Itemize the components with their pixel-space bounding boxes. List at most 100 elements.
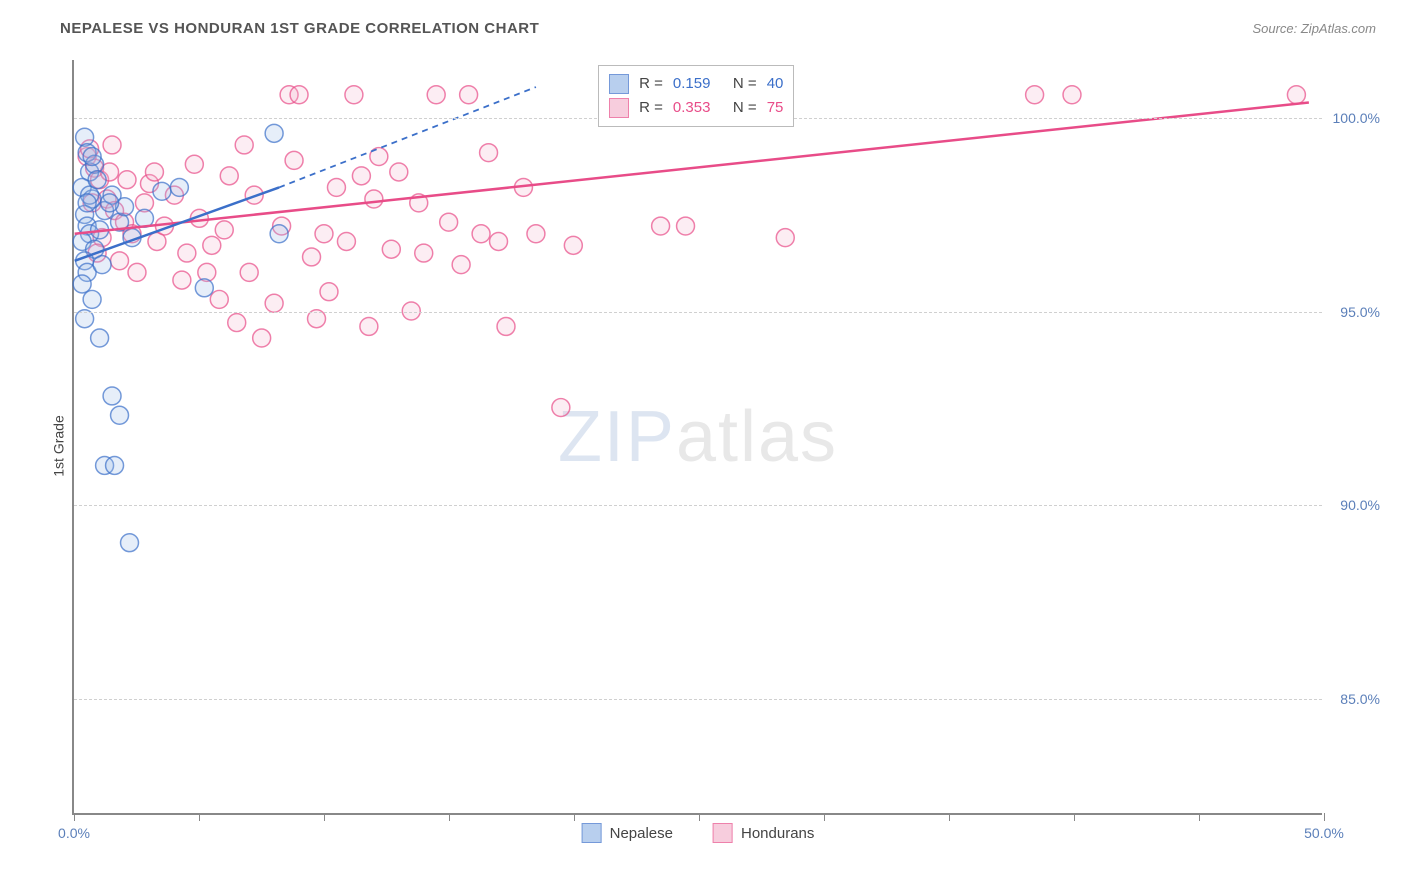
- hondurans-point: [552, 399, 570, 417]
- r-value: 0.353: [673, 96, 723, 120]
- legend-label: Nepalese: [610, 825, 673, 842]
- hondurans-point: [352, 167, 370, 185]
- nepalese-point: [93, 256, 111, 274]
- hondurans-point: [776, 229, 794, 247]
- source-attribution: Source: ZipAtlas.com: [1252, 21, 1376, 36]
- x-tick: [699, 813, 700, 821]
- hondurans-point: [285, 151, 303, 169]
- hondurans-point: [235, 136, 253, 154]
- x-tick: [449, 813, 450, 821]
- hondurans-point: [365, 190, 383, 208]
- hondurans-point: [1287, 86, 1305, 104]
- hondurans-point: [652, 217, 670, 235]
- n-label: N =: [733, 96, 757, 120]
- x-tick: [199, 813, 200, 821]
- y-tick-label: 100.0%: [1333, 110, 1380, 126]
- source-label: Source:: [1252, 21, 1300, 36]
- hondurans-point: [128, 263, 146, 281]
- n-value: 40: [767, 72, 784, 96]
- y-tick-label: 95.0%: [1340, 304, 1380, 320]
- chart-container: NEPALESE VS HONDURAN 1ST GRADE CORRELATI…: [20, 20, 1386, 872]
- nepalese-point: [88, 171, 106, 189]
- legend-item: Hondurans: [713, 823, 814, 843]
- hondurans-point: [490, 233, 508, 251]
- source-name: ZipAtlas.com: [1301, 21, 1376, 36]
- hondurans-point: [290, 86, 308, 104]
- legend-swatch: [582, 823, 602, 843]
- hondurans-point: [564, 236, 582, 254]
- header: NEPALESE VS HONDURAN 1ST GRADE CORRELATI…: [20, 20, 1386, 37]
- nepalese-point: [101, 194, 119, 212]
- hondurans-point: [1026, 86, 1044, 104]
- x-tick: [74, 813, 75, 821]
- hondurans-point: [472, 225, 490, 243]
- hondurans-point: [173, 271, 191, 289]
- hondurans-point: [337, 233, 355, 251]
- nepalese-point: [121, 534, 139, 552]
- hondurans-point: [228, 314, 246, 332]
- hondurans-point: [111, 252, 129, 270]
- hondurans-point: [145, 163, 163, 181]
- nepalese-point: [106, 456, 124, 474]
- nepalese-point: [91, 329, 109, 347]
- hondurans-point: [390, 163, 408, 181]
- r-label: R =: [639, 72, 663, 96]
- hondurans-point: [677, 217, 695, 235]
- n-label: N =: [733, 72, 757, 96]
- hondurans-point: [440, 213, 458, 231]
- gridline: [74, 505, 1322, 506]
- hondurans-point: [103, 136, 121, 154]
- hondurans-point: [265, 294, 283, 312]
- gridline: [74, 312, 1322, 313]
- hondurans-point: [1063, 86, 1081, 104]
- legend-bottom: Nepalese Hondurans: [582, 823, 815, 843]
- x-tick-label: 50.0%: [1304, 825, 1344, 841]
- x-tick: [1074, 813, 1075, 821]
- legend-swatch: [713, 823, 733, 843]
- legend-swatch: [609, 74, 629, 94]
- legend-swatch: [609, 98, 629, 118]
- hondurans-point: [118, 171, 136, 189]
- nepalese-point: [153, 182, 171, 200]
- hondurans-point: [480, 144, 498, 162]
- y-tick-label: 90.0%: [1340, 497, 1380, 513]
- plot-area: ZIPatlas R =0.159N =40R =0.353N =75 Nepa…: [72, 60, 1322, 815]
- y-axis-label: 1st Grade: [51, 415, 67, 476]
- hondurans-point: [327, 178, 345, 196]
- x-tick: [824, 813, 825, 821]
- x-tick: [1324, 813, 1325, 821]
- x-tick: [324, 813, 325, 821]
- hondurans-point: [460, 86, 478, 104]
- nepalese-point: [270, 225, 288, 243]
- hondurans-point: [220, 167, 238, 185]
- x-tick: [949, 813, 950, 821]
- legend-label: Hondurans: [741, 825, 814, 842]
- nepalese-point: [83, 148, 101, 166]
- legend-stats-box: R = 0.159 N = 40 R = 0.353 N = 75: [598, 65, 794, 127]
- hondurans-point: [360, 317, 378, 335]
- hondurans-point: [320, 283, 338, 301]
- nepalese-point: [111, 406, 129, 424]
- chart-title: NEPALESE VS HONDURAN 1ST GRADE CORRELATI…: [60, 20, 539, 37]
- hondurans-point: [527, 225, 545, 243]
- x-tick-label: 0.0%: [58, 825, 90, 841]
- hondurans-point: [452, 256, 470, 274]
- hondurans-point: [497, 317, 515, 335]
- hondurans-point: [215, 221, 233, 239]
- hondurans-point: [415, 244, 433, 262]
- nepalese-point: [103, 387, 121, 405]
- hondurans-point: [210, 290, 228, 308]
- hondurans-point: [427, 86, 445, 104]
- legend-item: Nepalese: [582, 823, 673, 843]
- hondurans-point: [253, 329, 271, 347]
- r-value: 0.159: [673, 72, 723, 96]
- legend-stats-row: R = 0.353 N = 75: [609, 96, 783, 120]
- hondurans-point: [203, 236, 221, 254]
- hondurans-point: [315, 225, 333, 243]
- gridline: [74, 699, 1322, 700]
- plot-svg: [74, 60, 1322, 813]
- n-value: 75: [767, 96, 784, 120]
- r-label: R =: [639, 96, 663, 120]
- nepalese-point: [170, 178, 188, 196]
- hondurans-point: [178, 244, 196, 262]
